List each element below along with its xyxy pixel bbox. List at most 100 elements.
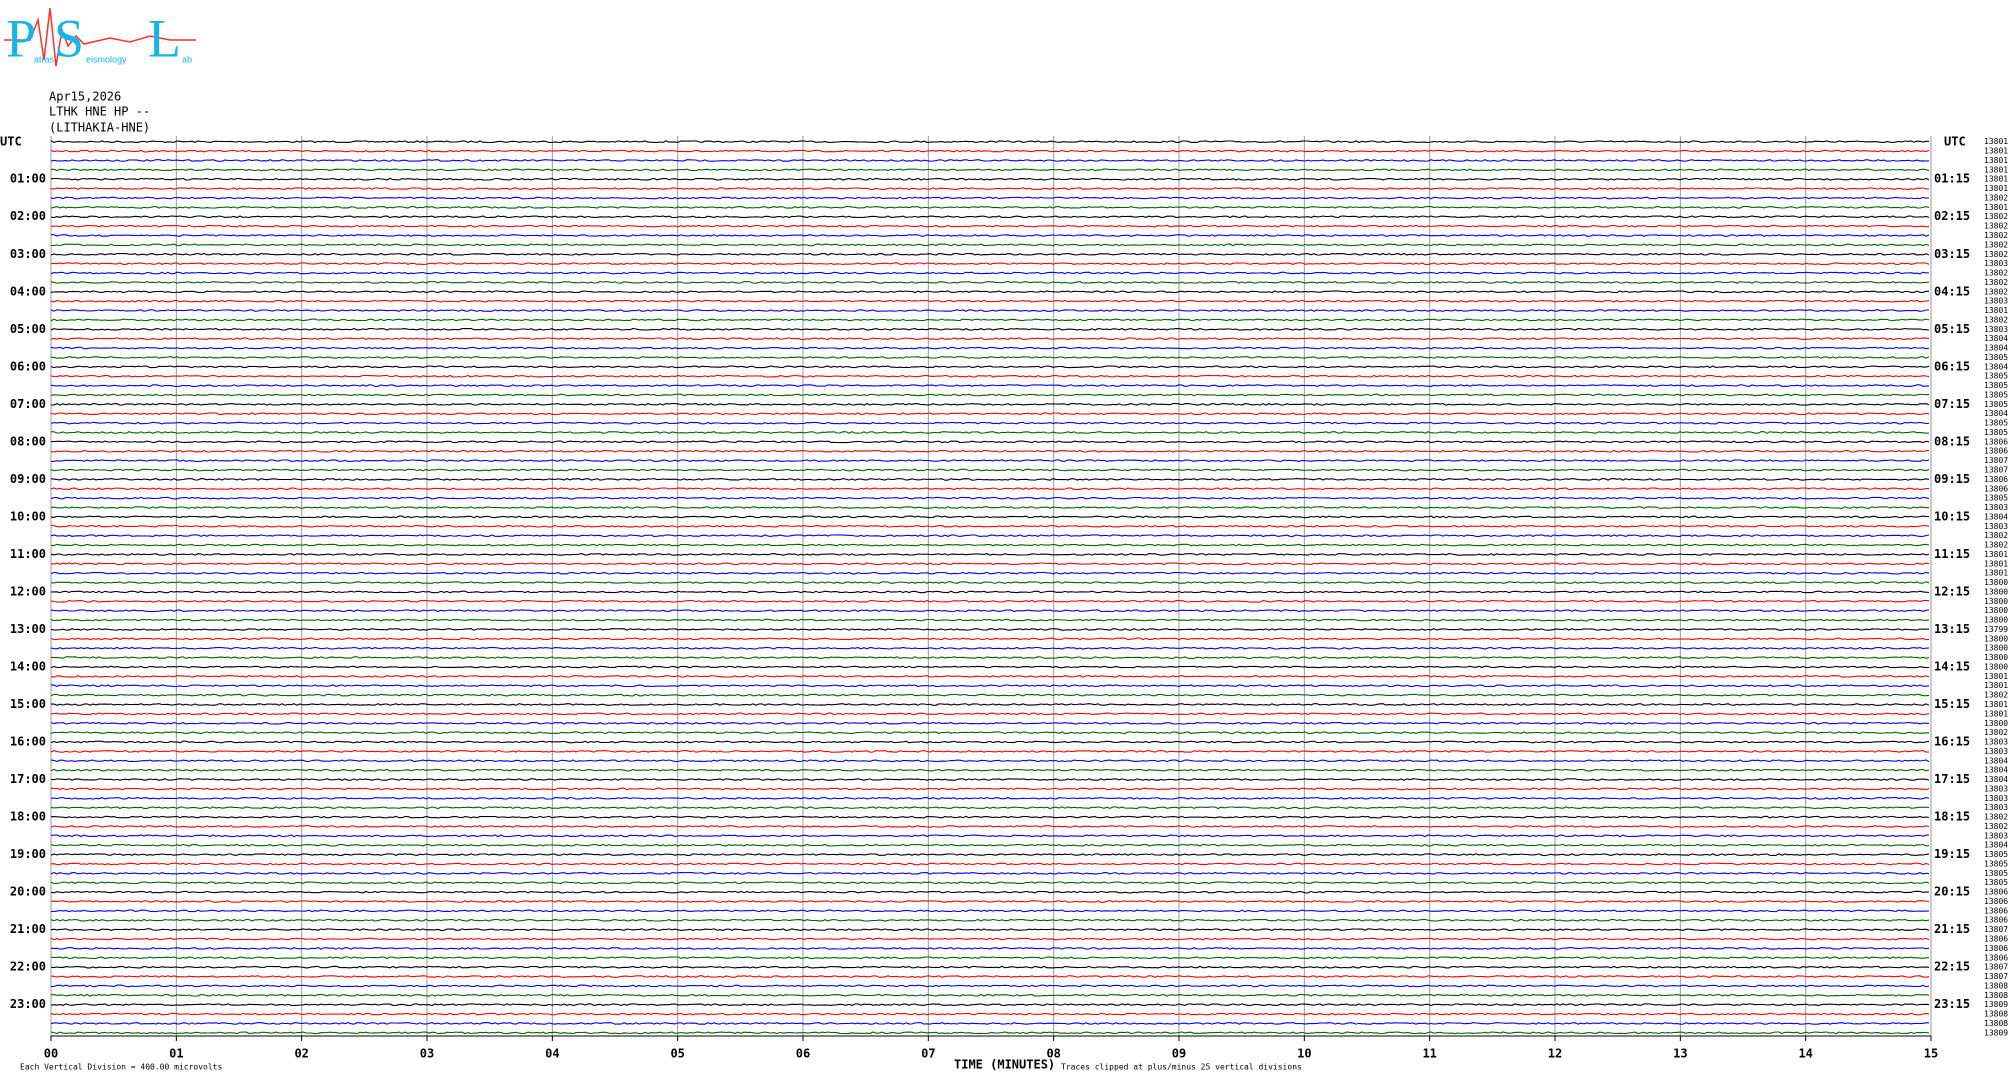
hour-label: 23:00 <box>10 997 46 1011</box>
clip-note: Traces clipped at plus/minus 25 vertical… <box>1061 1063 1302 1072</box>
trace-count: 13807 <box>1984 466 2008 475</box>
hour-label: 12:15 <box>1934 584 1970 598</box>
hour-label: 05:15 <box>1934 322 1970 336</box>
trace <box>50 365 1930 369</box>
trace <box>50 327 1930 331</box>
trace <box>50 993 1930 997</box>
hour-label: 23:15 <box>1934 997 1970 1011</box>
trace <box>50 956 1930 960</box>
trace <box>50 281 1930 284</box>
trace-count: 13805 <box>1984 859 2008 868</box>
trace <box>50 271 1930 275</box>
trace-count: 13806 <box>1984 953 2008 962</box>
trace-count: 13806 <box>1984 916 2008 925</box>
trace-count: 13807 <box>1984 972 2008 981</box>
trace <box>50 487 1929 491</box>
trace <box>50 412 1930 416</box>
trace <box>50 937 1930 941</box>
trace <box>50 262 1930 266</box>
trace-count: 13800 <box>1984 662 2008 671</box>
trace-count: 13808 <box>1984 991 2008 1000</box>
trace-count: 13808 <box>1984 1019 2008 1028</box>
trace-count: 13804 <box>1984 344 2008 353</box>
trace-count: 13804 <box>1984 362 2008 371</box>
hour-label: 16:00 <box>10 735 46 749</box>
trace <box>50 224 1930 228</box>
trace-count: 13804 <box>1984 756 2008 765</box>
trace <box>50 909 1930 913</box>
trace-count: 13802 <box>1984 531 2008 540</box>
trace-count: 13801 <box>1984 156 2008 165</box>
trace <box>50 440 1930 444</box>
trace <box>50 628 1930 631</box>
trace-count: 13805 <box>1984 390 2008 399</box>
trace <box>50 571 1930 575</box>
trace <box>50 506 1929 509</box>
trace <box>50 862 1930 866</box>
trace <box>50 665 1929 669</box>
x-tick-label: 04 <box>545 1047 559 1061</box>
trace-count: 13803 <box>1984 259 2008 268</box>
hour-label: 13:15 <box>1934 622 1970 636</box>
hour-label: 12:00 <box>10 584 46 598</box>
hour-label: 22:15 <box>1934 960 1970 974</box>
trace-count: 13802 <box>1984 822 2008 831</box>
hour-label: 17:15 <box>1934 772 1970 786</box>
x-tick-label: 00 <box>44 1047 58 1061</box>
trace-count: 13803 <box>1984 831 2008 840</box>
trace-count: 13801 <box>1984 137 2008 146</box>
hour-label: 03:00 <box>10 247 46 261</box>
x-tick-label: 09 <box>1172 1047 1186 1061</box>
trace <box>50 796 1930 800</box>
x-tick-label: 07 <box>921 1047 935 1061</box>
trace-count: 13802 <box>1984 541 2008 550</box>
hour-label: 01:15 <box>1934 172 1970 186</box>
hour-label: 15:00 <box>10 697 46 711</box>
trace-count: 13802 <box>1984 250 2008 259</box>
trace-count: 13803 <box>1984 503 2008 512</box>
trace <box>50 843 1930 847</box>
trace <box>50 778 1930 781</box>
trace <box>50 206 1930 209</box>
trace <box>50 431 1930 434</box>
right-axis-title: UTC <box>1944 135 1966 149</box>
x-tick-label: 03 <box>420 1047 434 1061</box>
hour-label: 04:00 <box>10 284 46 298</box>
trace <box>50 890 1930 894</box>
hour-label: 17:00 <box>10 772 46 786</box>
trace <box>50 168 1930 172</box>
trace <box>50 477 1930 481</box>
trace <box>50 656 1930 660</box>
x-tick-label: 02 <box>294 1047 308 1061</box>
trace-count: 13800 <box>1984 597 2008 606</box>
hour-label: 11:00 <box>10 547 46 561</box>
trace-count: 13803 <box>1984 325 2008 334</box>
hour-label: 22:00 <box>10 960 46 974</box>
hour-label: 11:15 <box>1934 547 1970 561</box>
trace-count: 13803 <box>1984 784 2008 793</box>
trace <box>50 562 1930 566</box>
trace-count: 13806 <box>1984 475 2008 484</box>
x-tick-label: 10 <box>1297 1047 1311 1061</box>
x-tick-label: 12 <box>1548 1047 1562 1061</box>
hour-label: 21:15 <box>1934 922 1970 936</box>
trace-count: 13804 <box>1984 334 2008 343</box>
trace <box>50 1022 1930 1025</box>
trace-count: 13800 <box>1984 606 2008 615</box>
trace <box>50 749 1930 753</box>
hour-label: 06:00 <box>10 359 46 373</box>
trace <box>50 1003 1930 1007</box>
trace-count: 13805 <box>1984 494 2008 503</box>
trace <box>50 674 1930 678</box>
trace <box>50 712 1930 716</box>
trace <box>50 393 1930 397</box>
trace-count: 13801 <box>1984 306 2008 315</box>
trace-count: 13805 <box>1984 869 2008 878</box>
trace <box>50 459 1930 462</box>
trace <box>50 1031 1930 1035</box>
trace <box>51 684 1930 688</box>
trace <box>50 215 1930 219</box>
trace <box>50 900 1930 903</box>
trace <box>50 290 1929 294</box>
trace-count: 13806 <box>1984 437 2008 446</box>
